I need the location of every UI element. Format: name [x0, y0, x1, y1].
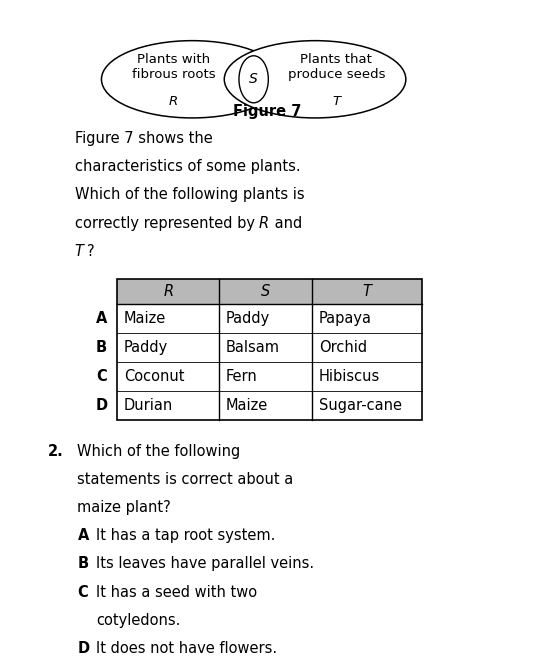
- Text: A: A: [77, 528, 89, 543]
- Text: R: R: [259, 216, 269, 230]
- Text: Plants with
fibrous roots: Plants with fibrous roots: [132, 53, 215, 81]
- Text: It has a tap root system.: It has a tap root system.: [96, 528, 276, 543]
- Text: Paddy: Paddy: [124, 340, 168, 355]
- Text: maize plant?: maize plant?: [77, 500, 171, 515]
- Text: Its leaves have parallel veins.: Its leaves have parallel veins.: [96, 556, 314, 571]
- Text: Figure 7: Figure 7: [233, 104, 301, 119]
- Bar: [117, 279, 422, 304]
- Text: S: S: [261, 284, 270, 299]
- Ellipse shape: [239, 56, 269, 103]
- Text: C: C: [77, 585, 88, 599]
- Text: T: T: [363, 284, 372, 299]
- Ellipse shape: [101, 41, 283, 118]
- Text: Durian: Durian: [124, 398, 173, 413]
- Text: characteristics of some plants.: characteristics of some plants.: [75, 159, 301, 174]
- Text: T: T: [75, 244, 84, 259]
- Text: It has a seed with two: It has a seed with two: [96, 585, 257, 599]
- Text: R: R: [163, 284, 173, 299]
- Text: ?: ?: [87, 244, 94, 259]
- Text: Paddy: Paddy: [225, 311, 270, 327]
- Text: Maize: Maize: [124, 311, 166, 327]
- Text: D: D: [96, 398, 107, 413]
- Text: and: and: [270, 216, 302, 230]
- Text: Papaya: Papaya: [319, 311, 372, 327]
- Text: B: B: [77, 556, 89, 571]
- Text: Plants that
produce seeds: Plants that produce seeds: [288, 53, 385, 81]
- Text: S: S: [249, 73, 258, 86]
- Text: Which of the following plants is: Which of the following plants is: [75, 187, 304, 202]
- Text: Maize: Maize: [225, 398, 268, 413]
- Text: statements is correct about a: statements is correct about a: [77, 472, 294, 487]
- Text: C: C: [96, 369, 107, 384]
- Text: Fern: Fern: [225, 369, 257, 384]
- Text: It does not have flowers.: It does not have flowers.: [96, 641, 277, 656]
- Text: A: A: [96, 311, 107, 327]
- Text: cotyledons.: cotyledons.: [96, 613, 180, 628]
- Text: correctly represented by: correctly represented by: [75, 216, 260, 230]
- Bar: [117, 279, 422, 420]
- Text: Hibiscus: Hibiscus: [319, 369, 380, 384]
- Text: Sugar-cane: Sugar-cane: [319, 398, 402, 413]
- Text: R: R: [169, 95, 178, 108]
- Text: Orchid: Orchid: [319, 340, 367, 355]
- Text: T: T: [332, 95, 341, 108]
- Text: Coconut: Coconut: [124, 369, 184, 384]
- Text: Which of the following: Which of the following: [77, 444, 241, 458]
- Text: B: B: [96, 340, 107, 355]
- Text: Figure 7 shows the: Figure 7 shows the: [75, 131, 213, 146]
- Text: 2.: 2.: [48, 444, 64, 458]
- Text: D: D: [77, 641, 90, 656]
- Ellipse shape: [224, 41, 406, 118]
- Text: Balsam: Balsam: [225, 340, 279, 355]
